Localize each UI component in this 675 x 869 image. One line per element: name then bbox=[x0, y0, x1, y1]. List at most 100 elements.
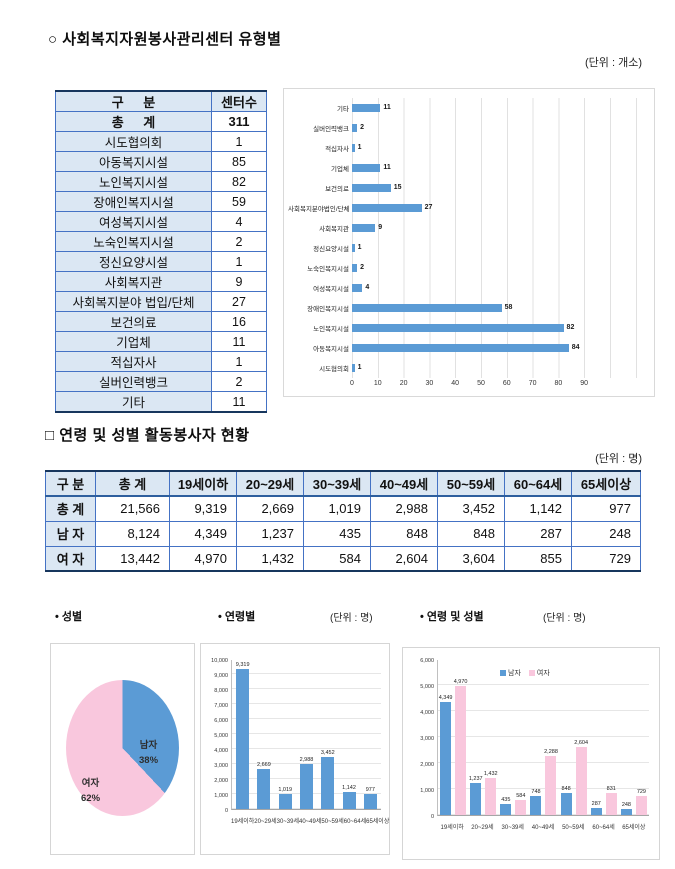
type-category-cell: 사회복지관 bbox=[55, 271, 212, 292]
group-chart-bar-column: 848 bbox=[560, 786, 573, 815]
type-category-cell: 기타 bbox=[55, 391, 212, 413]
bar-value-label: 287 bbox=[591, 800, 601, 807]
age-chart-bar-group: 3,452 bbox=[317, 750, 338, 809]
bar-value-label: 2,669 bbox=[257, 761, 271, 768]
group-chart-bar-group: 435 584 bbox=[498, 793, 528, 815]
bar bbox=[485, 777, 497, 815]
section1-unit-label: (단위 : 개소) bbox=[585, 57, 642, 69]
bar-category-label: 19세이하 bbox=[440, 825, 464, 831]
section1-title: ○ 사회복지자원봉사관리센터 유형별 bbox=[48, 31, 282, 48]
bar-category-label: 20~29세 bbox=[471, 825, 494, 831]
bar-category-label: 30~39세 bbox=[501, 825, 524, 831]
hbar-value-label: 58 bbox=[504, 303, 513, 311]
hbar-track: 15 bbox=[352, 178, 650, 198]
hbar-value-label: 15 bbox=[393, 183, 402, 191]
y-tick-label: 6,000 bbox=[214, 717, 228, 724]
hbar-row: 사회복지관 9 bbox=[288, 218, 650, 238]
type-table-row: 아동복지시설 85 bbox=[55, 151, 267, 172]
age-bar-chart-panel: 0 1,000 2,000 3,000 4,000 5,000 6,000 7,000 8,00… bbox=[200, 643, 390, 855]
hbar-row: 기업체 11 bbox=[288, 158, 650, 178]
age-table-row-label: 총 계 bbox=[45, 495, 96, 522]
bar bbox=[278, 793, 292, 809]
hbar-category-label: 노숙인복지시설 bbox=[307, 266, 349, 273]
x-tick-label: 40 bbox=[451, 380, 460, 387]
age-chart-bar-group: 977 bbox=[360, 787, 381, 809]
bar bbox=[342, 791, 356, 809]
type-count-cell: 16 bbox=[211, 311, 267, 332]
hbar-bar bbox=[352, 304, 502, 312]
hbar-bar bbox=[352, 184, 391, 192]
bar-category-label: 65세이상 bbox=[622, 825, 646, 831]
age-table-header-cell: 50~59세 bbox=[437, 470, 505, 497]
hbar-value-label: 1 bbox=[357, 143, 362, 151]
age-table-value-cell: 2,988 bbox=[370, 495, 438, 522]
bar bbox=[605, 793, 617, 815]
hbar-row: 실버인력뱅크 2 bbox=[288, 118, 650, 138]
bar-value-label: 9,319 bbox=[235, 662, 250, 669]
type-table-header-row: 구 분 센터수 bbox=[55, 90, 267, 112]
type-table-row: 시도협의회 1 bbox=[55, 131, 267, 152]
hbar-track: 2 bbox=[352, 118, 650, 138]
bar bbox=[257, 768, 271, 809]
hbar-track: 9 bbox=[352, 218, 650, 238]
group-chart-bar-column: 287 bbox=[590, 801, 603, 815]
hbar-bar bbox=[352, 204, 422, 212]
y-tick-label: 5,000 bbox=[214, 732, 228, 739]
hbar-category-label: 사회복지분야법인/단체 bbox=[288, 206, 350, 213]
group-chart-bar-group: 748 2,288 bbox=[528, 749, 558, 815]
hbar-track: 1 bbox=[352, 138, 650, 158]
age-chart-x-labels: 19세이하 20~29세 30~39세 40~49세 50~59세 60~64세 65세이상 bbox=[231, 816, 389, 825]
age-chart-unit-label: (단위 : 명) bbox=[330, 613, 373, 624]
hbar-row: 적십자사 1 bbox=[288, 138, 650, 158]
age-chart-bar-group: 1,019 bbox=[275, 787, 296, 809]
type-table-row: 실버인력뱅크 2 bbox=[55, 371, 267, 392]
y-tick-label: 4,000 bbox=[420, 709, 434, 716]
type-count-cell: 1 bbox=[211, 251, 267, 272]
y-tick-label: 9,000 bbox=[214, 672, 228, 679]
hbar-value-label: 84 bbox=[571, 343, 580, 351]
type-count-cell: 11 bbox=[211, 391, 267, 413]
hbar-row: 아동복지시설 84 bbox=[288, 338, 650, 358]
legend-item: 남자 bbox=[500, 668, 521, 678]
bar-value-label: 2,988 bbox=[299, 757, 314, 764]
bar bbox=[299, 764, 313, 809]
age-table-header-cell: 65세이상 bbox=[571, 470, 641, 497]
hbar-row: 노인복지시설 82 bbox=[288, 318, 650, 338]
age-table-row: 남 자 8,124 4,349 1,237 435 848 848 287 248 bbox=[45, 520, 641, 547]
bar-value-label: 1,237 bbox=[468, 775, 483, 782]
group-chart-y-axis: 0 1,000 2,000 3,000 4,000 5,000 6,000 bbox=[403, 658, 437, 820]
y-tick-label: 2,000 bbox=[214, 777, 228, 784]
hbar-category-label: 장애인복지시설 bbox=[307, 306, 349, 313]
age-table-header-cell: 20~29세 bbox=[236, 470, 304, 497]
type-table-body: 총 계 311 시도협의회 1 아동복지시설 85 노인복지시설 82 장애인복지시설 59 여… bbox=[55, 111, 267, 413]
hbar-track: 4 bbox=[352, 278, 650, 298]
hbar-track: 11 bbox=[352, 158, 650, 178]
group-chart-caption: • 연령 및 성별 bbox=[420, 611, 484, 623]
pie-chart-caption: • 성별 bbox=[55, 611, 83, 623]
section2-title: □ 연령 및 성별 활동봉사자 현황 bbox=[45, 427, 250, 444]
hbar-track: 11 bbox=[352, 98, 650, 118]
hbar-row: 장애인복지시설 58 bbox=[288, 298, 650, 318]
bar-value-label: 3,452 bbox=[320, 750, 335, 757]
age-table-value-cell: 584 bbox=[303, 545, 371, 572]
age-table-value-cell: 3,604 bbox=[437, 545, 505, 572]
hbar-bar bbox=[352, 324, 564, 332]
bar-category-label: 40~49세 bbox=[531, 825, 555, 831]
bar-value-label: 748 bbox=[531, 788, 541, 795]
bar bbox=[530, 795, 542, 815]
type-count-cell: 85 bbox=[211, 151, 267, 172]
pie-label-female-value: 62% bbox=[81, 792, 101, 804]
group-chart-bar-column: 729 bbox=[635, 789, 648, 815]
group-chart-bar-column: 748 bbox=[529, 789, 542, 815]
age-table-value-cell: 9,319 bbox=[169, 495, 237, 522]
bar bbox=[500, 803, 512, 815]
hbar-category-label: 여성복지시설 bbox=[313, 286, 349, 293]
bar-category-label: 50~59세 bbox=[562, 825, 585, 831]
y-tick-label: 0 bbox=[430, 813, 434, 820]
hbar-value-label: 11 bbox=[383, 103, 391, 111]
hbar-bar bbox=[352, 344, 569, 352]
group-chart-legend: 남자 여자 bbox=[500, 668, 550, 678]
age-chart-caption: • 연령별 bbox=[218, 611, 256, 623]
hbar-category-label: 적십자사 bbox=[325, 146, 349, 153]
age-table-header-cell: 60~64세 bbox=[504, 470, 572, 497]
